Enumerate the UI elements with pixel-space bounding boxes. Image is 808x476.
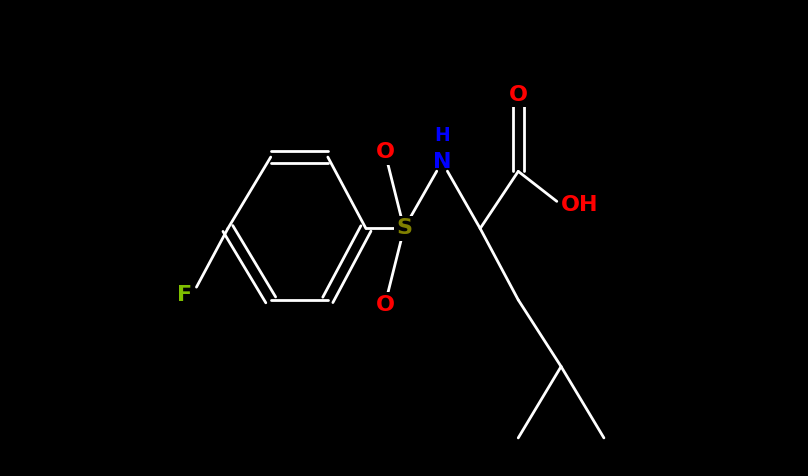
Text: F: F bbox=[177, 285, 192, 305]
Text: O: O bbox=[376, 142, 394, 162]
Text: OH: OH bbox=[561, 195, 599, 215]
Text: N: N bbox=[433, 152, 452, 172]
Text: S: S bbox=[396, 218, 412, 238]
Text: H: H bbox=[434, 126, 450, 145]
Text: O: O bbox=[509, 85, 528, 105]
Text: O: O bbox=[376, 295, 394, 315]
